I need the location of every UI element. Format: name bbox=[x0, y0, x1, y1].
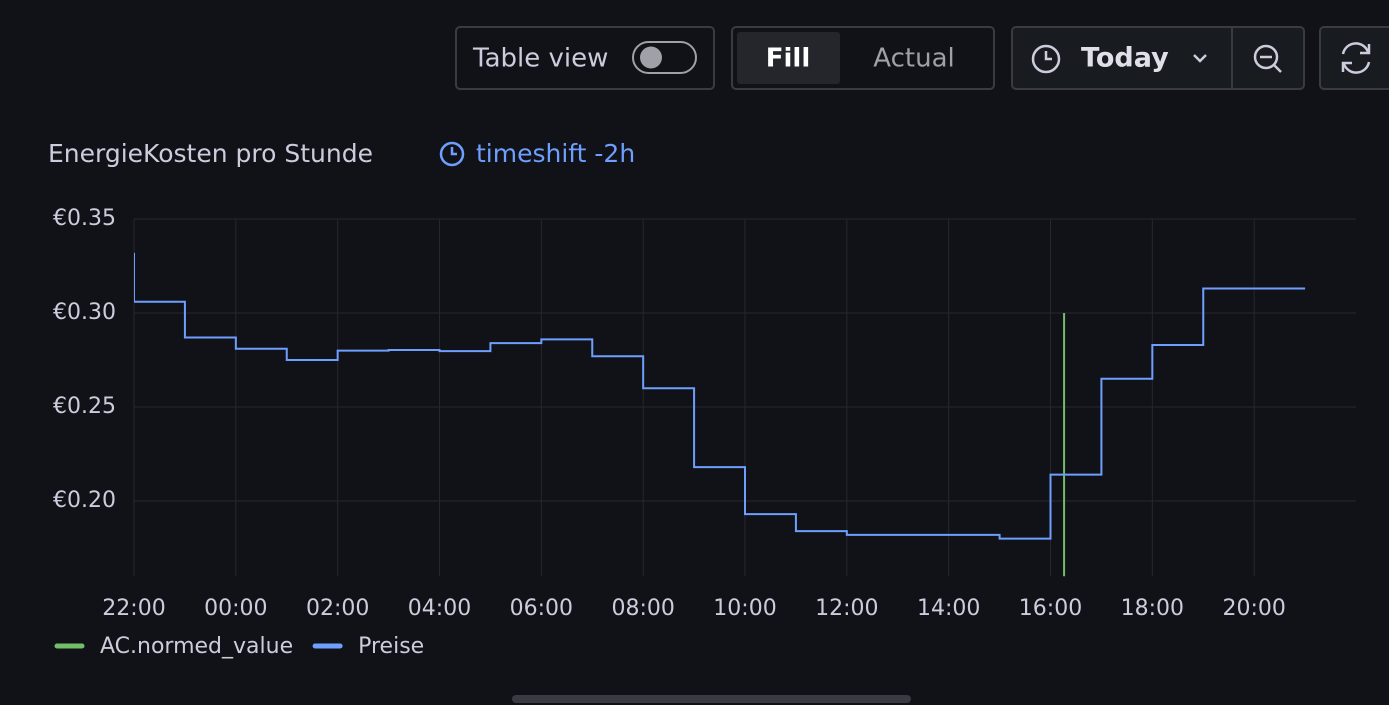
plot bbox=[134, 252, 1306, 577]
refresh-arrows bbox=[1341, 44, 1371, 72]
zoom-handle bbox=[1273, 64, 1282, 73]
y-tick-label: €0.35 bbox=[53, 206, 116, 231]
refresh-arcs bbox=[1341, 42, 1371, 74]
clock-icon bbox=[1031, 44, 1061, 74]
x-tick-label: 10:00 bbox=[713, 596, 776, 621]
y-tick-label: €0.20 bbox=[53, 488, 116, 513]
timeshift-label: timeshift -2h bbox=[476, 139, 635, 168]
x-tick-label: 16:00 bbox=[1019, 596, 1082, 621]
time-range-label: Today bbox=[1081, 43, 1169, 74]
fill-button-bg[interactable] bbox=[737, 32, 840, 84]
timeshift-icon bbox=[439, 141, 465, 167]
x-tick-label: 14:00 bbox=[917, 596, 980, 621]
x-tick-label: 20:00 bbox=[1222, 596, 1285, 621]
switch-track bbox=[632, 41, 697, 74]
switch-knob bbox=[640, 46, 662, 69]
x-tick-label: 00:00 bbox=[204, 596, 267, 621]
fill-button[interactable]: Fill bbox=[766, 44, 811, 74]
clock-hands bbox=[1044, 51, 1052, 61]
toggle-box bbox=[455, 26, 715, 90]
refresh-box bbox=[1319, 26, 1389, 90]
y-tick-label: €0.25 bbox=[53, 394, 116, 419]
time-range-button[interactable]: Today bbox=[1031, 43, 1207, 74]
table-view-label: Table view bbox=[472, 44, 608, 74]
y-tick-label: €0.30 bbox=[53, 300, 116, 325]
zoom-icon bbox=[1253, 44, 1279, 70]
zoom-out-button[interactable] bbox=[1253, 44, 1282, 73]
legend-label: Preise bbox=[358, 634, 424, 659]
panel-title: EnergieKosten pro Stunde bbox=[48, 139, 373, 168]
legend-label: AC.normed_value bbox=[100, 634, 293, 659]
x-tick-label: 06:00 bbox=[510, 596, 573, 621]
legend: AC.normed_value Preise bbox=[54, 634, 424, 659]
x-tick-label: 02:00 bbox=[306, 596, 369, 621]
x-tick-label: 04:00 bbox=[408, 596, 471, 621]
scrollbar[interactable] bbox=[512, 695, 911, 703]
x-tick-label: 18:00 bbox=[1121, 596, 1184, 621]
refresh-button[interactable] bbox=[1319, 26, 1389, 90]
timeshift-icon-hands bbox=[450, 147, 457, 156]
chevron-down bbox=[1193, 54, 1207, 63]
x-tick-label: 22:00 bbox=[102, 596, 165, 621]
x-tick-label: 08:00 bbox=[611, 596, 674, 621]
table-view-toggle[interactable]: Table view bbox=[455, 26, 715, 90]
x-tick-label: 12:00 bbox=[815, 596, 878, 621]
actual-button[interactable]: Actual bbox=[873, 44, 954, 74]
axes: €0.20 €0.25 €0.30 €0.35 22:00 00:00 02:00 04:00… bbox=[53, 206, 1356, 621]
fill-actual-group bbox=[731, 26, 995, 90]
series-line bbox=[134, 252, 1306, 540]
